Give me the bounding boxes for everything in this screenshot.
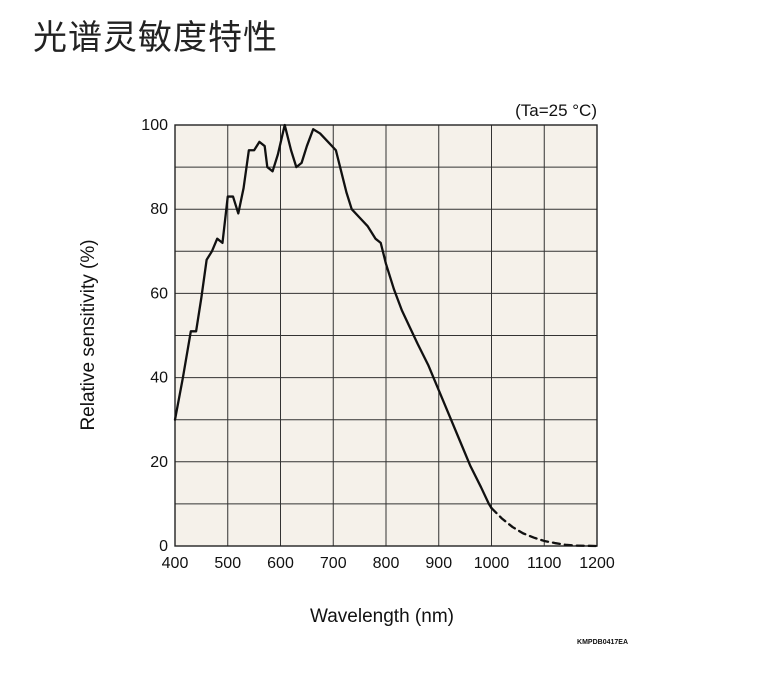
y-tick-label: 100: [141, 117, 168, 134]
x-tick-label: 1000: [474, 555, 510, 572]
figure-code: KMPDB0417EA: [577, 639, 628, 646]
condition-annotation: (Ta=25 °C): [515, 101, 597, 120]
sensitivity-curve: [173, 123, 493, 510]
x-tick-label: 600: [267, 555, 294, 572]
y-tick-labels: 0 20 40 60 80 100: [141, 117, 168, 555]
x-tick-label: 500: [214, 555, 241, 572]
x-tick-label: 800: [373, 555, 400, 572]
x-tick-label: 1200: [579, 555, 615, 572]
y-tick-label: 20: [150, 454, 168, 471]
x-tick-labels: 400 500 600 700 800 900 1000 1100 1200: [162, 555, 615, 572]
x-tick-label: 700: [320, 555, 347, 572]
x-tick-label: 1100: [527, 555, 562, 572]
sensitivity-curve-extrapolated: [490, 506, 599, 548]
y-tick-label: 60: [150, 285, 168, 302]
series-layer: [173, 123, 599, 548]
grid: [174, 124, 598, 547]
y-axis-label: Relative sensitivity (%): [78, 239, 99, 430]
x-tick-label: 900: [425, 555, 452, 572]
x-tick-label: 400: [162, 555, 189, 572]
y-tick-label: 40: [150, 370, 168, 387]
page-title: 光谱灵敏度特性: [33, 18, 278, 58]
x-axis-label: Wavelength (nm): [310, 606, 454, 627]
plot-frame: [174, 124, 598, 547]
y-tick-label: 80: [150, 201, 168, 218]
y-tick-label: 0: [159, 538, 168, 555]
